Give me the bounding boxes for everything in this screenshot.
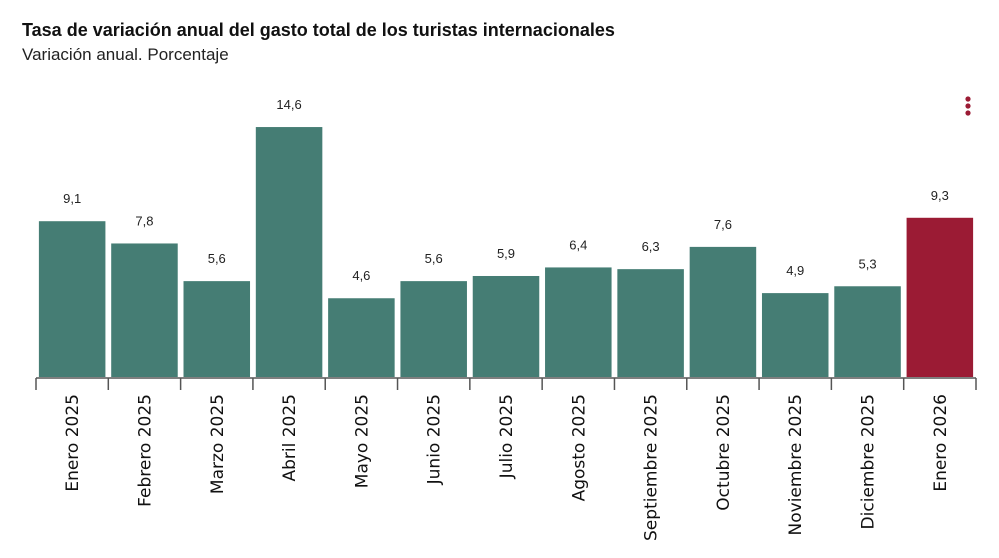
value-label: 5,6: [425, 251, 443, 266]
value-label: 6,3: [642, 239, 660, 254]
value-label: 4,6: [352, 268, 370, 283]
bar: [761, 293, 829, 377]
menu-icon[interactable]: [965, 96, 971, 116]
menu-dot[interactable]: [965, 110, 971, 116]
bar: [545, 267, 612, 377]
bar: [328, 298, 395, 377]
x-tick-label: Mayo 2025: [352, 394, 372, 488]
value-label: 5,3: [858, 256, 876, 271]
menu-dot[interactable]: [965, 103, 971, 109]
value-label: 4,9: [786, 263, 804, 278]
value-label: 7,6: [714, 217, 732, 232]
bar: [834, 286, 901, 377]
x-tick-label: Febrero 2025: [135, 394, 155, 507]
value-label: 7,8: [135, 213, 153, 228]
bar: [255, 127, 323, 377]
menu-dot[interactable]: [965, 96, 971, 102]
value-label: 6,4: [569, 237, 587, 252]
x-tick-label: Diciembre 2025: [859, 394, 879, 529]
value-label: 14,6: [276, 97, 301, 112]
x-tick-label: Septiembre 2025: [642, 394, 662, 541]
x-tick-label: Abril 2025: [280, 394, 300, 482]
x-tick-label: Enero 2025: [63, 394, 83, 492]
chart-title: Tasa de variación anual del gasto total …: [22, 20, 615, 40]
bar: [472, 275, 540, 377]
value-label: 5,6: [208, 251, 226, 266]
x-tick-label: Julio 2025: [497, 394, 517, 479]
x-tick-label: Enero 2026: [931, 394, 951, 492]
bar: [617, 269, 684, 377]
chart-subtitle: Variación anual. Porcentaje: [22, 45, 229, 64]
x-tick-label: Agosto 2025: [569, 394, 589, 501]
value-label: 9,1: [63, 191, 81, 206]
bar: [906, 217, 974, 377]
bar: [38, 221, 106, 377]
x-tick-label: Octubre 2025: [714, 394, 734, 511]
x-tick-label: Junio 2025: [425, 394, 445, 485]
bar: [111, 243, 178, 377]
x-tick-label: Noviembre 2025: [786, 394, 806, 535]
bar: [400, 281, 467, 377]
value-label: 9,3: [931, 188, 949, 203]
value-label: 5,9: [497, 246, 515, 261]
x-tick-label: Marzo 2025: [208, 394, 228, 494]
bar: [183, 281, 251, 377]
bar: [689, 246, 757, 377]
